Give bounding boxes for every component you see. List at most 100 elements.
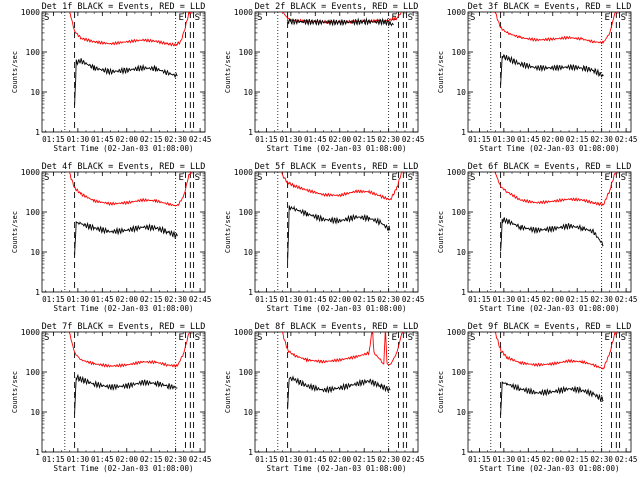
series-line-lld [68,332,192,368]
x-tick-label: 02:00 [328,455,351,464]
x-tick-label: 02:30 [164,295,187,304]
x-tick-label: 02:30 [590,135,613,144]
y-tick-label: 1 [35,448,40,457]
y-axis-label: Counts/sec [224,51,232,93]
chart-title: Det 4f BLACK = Events, RED = LLD [42,162,206,172]
series-line-lld [494,172,618,207]
x-tick-label: 01:15 [255,295,278,304]
chart-title: Det 2f BLACK = Events, RED = LLD [255,2,419,12]
y-axis-label: Counts/sec [224,211,232,253]
y-tick-label: 1000 [21,328,40,337]
y-tick-label: 100 [452,48,467,57]
x-tick-label: 01:30 [67,295,90,304]
x-tick-label: 01:45 [517,295,540,304]
chart-title: Det 6f BLACK = Events, RED = LLD [468,162,632,172]
panel-7: Det 7f BLACK = Events, RED = LLD 1 10 100 10… [11,322,211,473]
y-tick-label: 1 [461,288,466,297]
panel-1: Det 1f BLACK = Events, RED = LLD 1 10 100 10… [11,2,211,153]
y-axis-label: Counts/sec [437,51,445,93]
x-tick-label: 02:15 [140,135,163,144]
chart-title: Det 9f BLACK = Events, RED = LLD [468,322,632,332]
x-tick-label: 02:30 [590,455,613,464]
chart-title: Det 1f BLACK = Events, RED = LLD [42,2,206,12]
x-tick-label: 01:30 [493,455,516,464]
x-axis-label: Start Time (02-Jan-03 01:08:00) [267,144,407,153]
x-axis-label: Start Time (02-Jan-03 01:08:00) [54,304,194,313]
y-tick-label: 1 [248,128,253,137]
x-tick-label: 01:45 [91,295,114,304]
start-marker-label-2: S [621,173,626,183]
end-marker-label: E [605,333,610,343]
y-tick-label: 100 [26,48,41,57]
y-tick-label: 100 [239,208,254,217]
series-line-events [500,53,604,86]
series-line-lld [69,12,191,47]
series-line-events [74,373,178,414]
x-tick-label: 01:15 [255,455,278,464]
x-tick-label: 02:15 [353,455,376,464]
start-marker-label: S [44,333,49,343]
y-axis-label: Counts/sec [437,211,445,253]
start-marker-label-2: S [621,333,626,343]
end-marker-label: E [605,13,610,23]
x-tick-label: 01:15 [468,455,491,464]
x-tick-label: 01:30 [280,135,303,144]
x-axis-label: Start Time (02-Jan-03 01:08:00) [267,304,407,313]
y-tick-label: 100 [26,368,41,377]
plot-frame [254,171,419,293]
end-marker-label: E [179,173,184,183]
y-tick-label: 1 [248,288,253,297]
panel-3: Det 3f BLACK = Events, RED = LLD 1 10 100 10… [437,2,637,153]
x-tick-label: 01:30 [280,295,303,304]
x-tick-label: 01:15 [42,455,65,464]
panel-8: Det 8f BLACK = Events, RED = LLD 1 10 100 10… [224,322,424,473]
y-tick-label: 10 [243,408,253,417]
plot-area [67,172,192,256]
start-marker-label: S [44,13,49,23]
start-marker-label-2: S [408,173,413,183]
start-marker-label: S [257,13,262,23]
x-axis-label: Start Time (02-Jan-03 01:08:00) [480,144,620,153]
y-tick-label: 1000 [234,168,253,177]
y-tick-label: 1 [35,288,40,297]
x-tick-label: 02:45 [615,295,638,304]
x-tick-label: 02:45 [402,135,425,144]
x-tick-label: 02:00 [541,295,564,304]
x-tick-label: 01:15 [255,135,278,144]
x-axis-label: Start Time (02-Jan-03 01:08:00) [54,144,194,153]
y-tick-label: 10 [243,88,253,97]
x-tick-label: 02:30 [164,455,187,464]
plot-frame [254,331,419,453]
y-tick-label: 100 [452,208,467,217]
end-marker-label: E [605,173,610,183]
series-line-lld [281,332,405,366]
x-tick-label: 02:45 [189,135,212,144]
panel-5: Det 5f BLACK = Events, RED = LLD 1 10 100 10… [224,162,424,313]
x-axis-label: Start Time (02-Jan-03 01:08:00) [480,464,620,473]
plot-area [282,12,403,27]
start-marker-label: S [44,173,49,183]
plot-frame [41,11,206,133]
x-tick-label: 02:00 [115,135,138,144]
x-tick-label: 02:15 [140,295,163,304]
plot-frame [467,11,632,133]
y-tick-label: 1 [461,128,466,137]
x-tick-label: 02:15 [566,295,589,304]
x-tick-label: 01:45 [517,455,540,464]
series-line-lld [67,172,192,207]
y-tick-label: 1 [35,128,40,137]
plot-area [280,172,404,263]
series-line-events [500,381,604,416]
x-tick-label: 02:45 [615,455,638,464]
x-tick-label: 01:30 [67,135,90,144]
plot-frame [254,11,419,133]
y-tick-label: 1000 [447,328,466,337]
y-tick-label: 10 [30,88,40,97]
x-tick-label: 02:30 [377,295,400,304]
y-tick-label: 1000 [21,8,40,17]
y-tick-label: 100 [26,208,41,217]
y-tick-label: 1000 [234,328,253,337]
end-marker-label: E [392,333,397,343]
series-line-events [500,217,604,252]
